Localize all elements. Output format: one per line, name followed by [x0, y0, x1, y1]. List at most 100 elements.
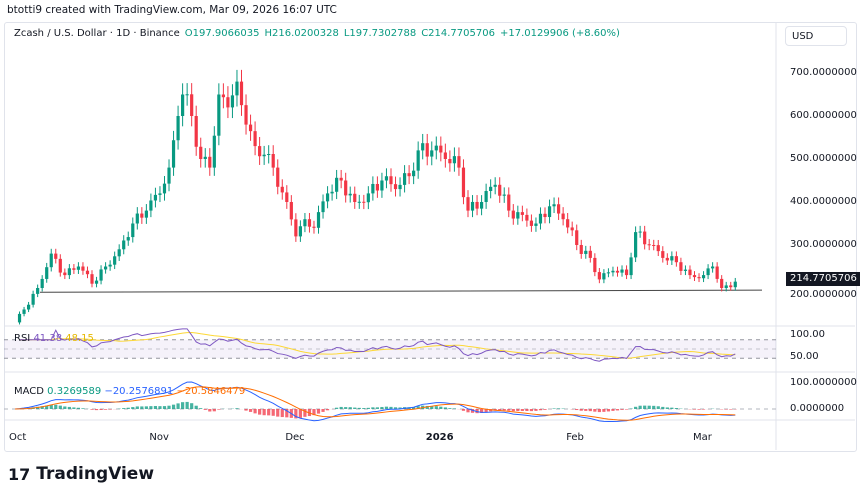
macd-histogram-bar — [638, 405, 642, 409]
candle-body — [149, 200, 153, 211]
candle-body — [434, 145, 438, 151]
candle-body — [416, 150, 420, 171]
macd-histogram-bar — [597, 409, 601, 413]
candle-body — [561, 213, 565, 220]
candle-body — [108, 264, 112, 267]
candle-body — [26, 304, 31, 310]
candle-body — [489, 186, 493, 192]
candle-body — [557, 204, 561, 214]
macd-histogram-bar — [325, 409, 330, 411]
candle-body — [17, 313, 22, 323]
macd-histogram-bar — [131, 407, 135, 409]
candle-body — [40, 278, 44, 288]
candle-body — [461, 167, 466, 198]
candle-body — [466, 197, 470, 211]
rsi-ma-value: 48.15 — [65, 333, 94, 344]
macd-axis-100: 100.0000000 — [790, 377, 857, 388]
candle-body — [104, 266, 108, 270]
macd-histogram-bar — [153, 406, 158, 409]
candle-body — [221, 94, 225, 98]
candle-body — [31, 293, 35, 305]
macd-histogram-bar — [357, 407, 361, 409]
symbol-legend: Zcash / U.S. Dollar · 1D · Binance O197.9… — [14, 28, 620, 39]
candle-body — [452, 156, 457, 164]
macd-histogram-bar — [375, 407, 379, 409]
symbol-name[interactable]: Zcash / U.S. Dollar · 1D · Binance — [14, 28, 180, 39]
candle-body — [140, 213, 144, 218]
macd-histogram-bar — [652, 405, 656, 409]
macd-histogram-bar — [697, 409, 701, 410]
candle-body — [67, 268, 71, 276]
macd-histogram-bar — [126, 407, 130, 409]
rsi-value: 41.38 — [33, 333, 63, 344]
time-tick: Dec — [285, 432, 305, 443]
candle-body — [131, 223, 135, 238]
candle-body — [280, 186, 284, 193]
candle-body — [443, 152, 447, 159]
macd-histogram-bar — [484, 409, 488, 413]
candle-body — [711, 266, 715, 269]
macd-histogram-bar — [692, 409, 697, 410]
macd-histogram-bar — [90, 409, 94, 410]
macd-histogram-bar — [670, 407, 674, 409]
macd-histogram-bar — [602, 409, 606, 412]
macd-histogram-bar — [267, 409, 271, 416]
candle-body — [525, 214, 529, 221]
tradingview-logo[interactable]: 𝟭𝟳 TradingView — [8, 464, 154, 484]
macd-histogram-bar — [280, 409, 284, 418]
candle-body — [493, 184, 497, 187]
candle-body — [706, 268, 710, 276]
macd-histogram-bar — [63, 406, 67, 409]
macd-label: MACD — [14, 386, 44, 397]
macd-histogram-bar — [593, 409, 597, 412]
candle-body — [271, 154, 275, 168]
macd-histogram-bar — [416, 406, 420, 409]
candle-body — [366, 193, 370, 203]
candle-body — [335, 177, 339, 192]
price-tick: 300.0000000 — [790, 239, 857, 250]
low-value: L197.7302788 — [343, 28, 417, 39]
macd-histogram-bar — [647, 405, 651, 409]
macd-histogram-bar — [353, 407, 357, 409]
candle-body — [733, 281, 737, 288]
currency-button[interactable]: USD — [785, 26, 847, 46]
candle-body — [339, 177, 343, 181]
candle-body — [502, 194, 506, 196]
macd-histogram-bar — [262, 409, 266, 416]
rsi-line — [19, 328, 736, 362]
candle-body — [425, 143, 429, 157]
candle-body — [439, 145, 443, 153]
candle-body — [58, 258, 62, 273]
time-tick: Feb — [566, 432, 584, 443]
macd-histogram-bar — [258, 409, 262, 415]
macd-histogram-bar — [316, 409, 321, 414]
change-value: +17.0129906 (+8.60%) — [499, 28, 620, 39]
candle-body — [181, 94, 185, 116]
macd-histogram-bar — [40, 406, 44, 409]
candle-body — [81, 266, 85, 271]
candle-body — [615, 270, 620, 273]
macd-histogram-bar — [538, 409, 543, 411]
macd-histogram-bar — [384, 406, 389, 409]
rsi-ma-line — [19, 332, 736, 359]
macd-histogram-bar — [181, 402, 185, 409]
macd-histogram-bar — [271, 409, 275, 416]
candle-body — [729, 285, 733, 288]
macd-histogram-bar — [430, 406, 434, 409]
macd-histogram-bar — [398, 407, 402, 409]
price-tick: 400.0000000 — [790, 196, 857, 207]
macd-hist-value: 0.3269589 — [47, 386, 102, 397]
macd-histogram-bar — [176, 403, 180, 409]
candle-body — [697, 277, 701, 279]
macd-histogram-bar — [99, 409, 103, 410]
candle-body — [194, 116, 198, 147]
macd-histogram-bar — [525, 409, 529, 412]
macd-histogram-bar — [575, 409, 579, 411]
macd-histogram-bar — [470, 409, 475, 413]
candle-body — [384, 176, 389, 181]
candle-body — [529, 220, 534, 226]
macd-histogram-bar — [171, 404, 176, 409]
candle-body — [122, 240, 126, 250]
candle-body — [421, 143, 425, 151]
